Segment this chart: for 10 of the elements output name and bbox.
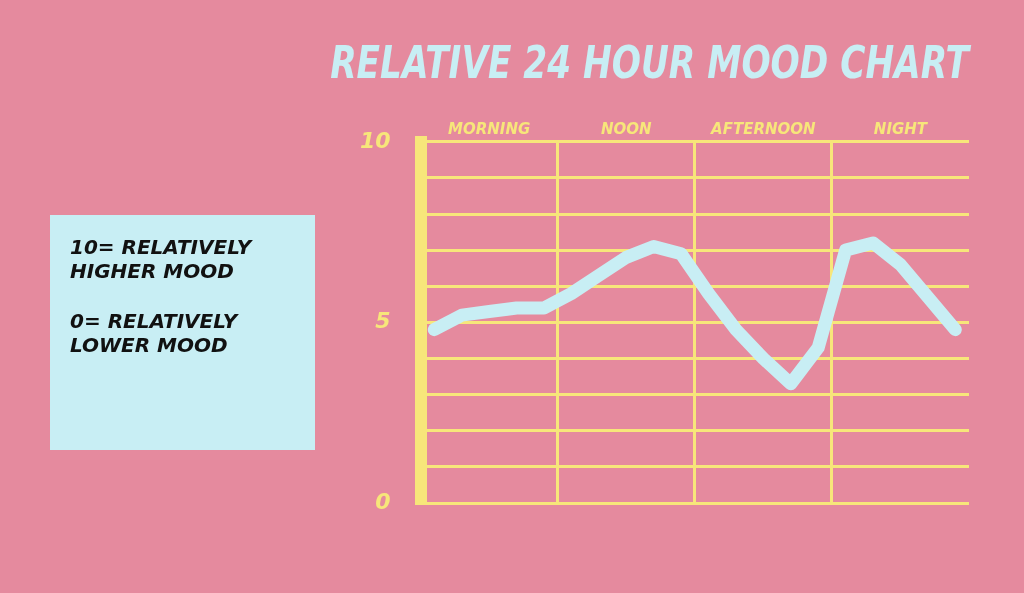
chart-title: RELATIVE 24 HOUR MOOD CHART	[330, 36, 972, 88]
x-tick-label: NIGHT	[873, 119, 929, 138]
y-tick-label: 0	[375, 488, 391, 514]
x-tick-label: MORNING	[448, 119, 531, 138]
y-tick-label: 5	[375, 308, 391, 334]
x-tick-label: AFTERNOON	[710, 119, 817, 138]
text: 0= RELATIVELY LOWER MOOD	[70, 309, 240, 357]
y-tick-label: 10	[359, 127, 391, 153]
text: 10= RELATIVELY HIGHER MOOD	[70, 235, 254, 283]
x-tick-label: NOON	[600, 119, 652, 138]
